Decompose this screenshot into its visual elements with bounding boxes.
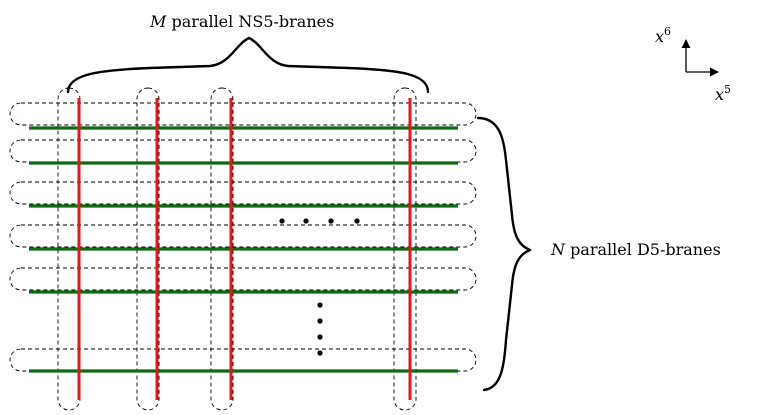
- ellipsis-dot: [317, 334, 323, 340]
- right-label-var: N: [550, 240, 566, 259]
- horizontal-ellipsis: [279, 218, 360, 224]
- ellipsis-dot: [354, 218, 360, 224]
- d5-outline: [9, 102, 477, 126]
- d5-branes: [29, 126, 458, 373]
- ns5-outline: [136, 87, 160, 411]
- right-label: N parallel D5-branes: [550, 240, 721, 259]
- axis-horizontal-label: x5: [715, 83, 731, 104]
- ellipsis-dot: [279, 218, 285, 224]
- d5-outline: [9, 267, 477, 291]
- ns5-outline: [210, 87, 234, 411]
- ns5-dashed-outlines: [57, 87, 417, 411]
- right-brace: [476, 116, 532, 392]
- top-label-text: parallel NS5-branes: [166, 12, 334, 31]
- d5-outline: [9, 181, 477, 205]
- ellipsis-dot: [303, 218, 309, 224]
- ns5-outline: [57, 87, 81, 411]
- axis-vertical-label: x6: [655, 25, 671, 46]
- axis-indicator: x6 x5: [655, 25, 731, 104]
- right-label-text: parallel D5-branes: [565, 240, 721, 259]
- ns5-outline: [393, 87, 417, 411]
- ellipsis-dot: [317, 302, 323, 308]
- ellipsis-dot: [317, 350, 323, 356]
- ellipsis-dot: [328, 218, 334, 224]
- top-label-var: M: [149, 12, 167, 31]
- vertical-ellipsis: [317, 302, 323, 356]
- top-brace: [66, 36, 430, 94]
- ellipsis-dot: [317, 318, 323, 324]
- d5-outline: [9, 224, 477, 248]
- top-label: M parallel NS5-branes: [149, 12, 334, 31]
- ns5-branes: [77, 98, 412, 400]
